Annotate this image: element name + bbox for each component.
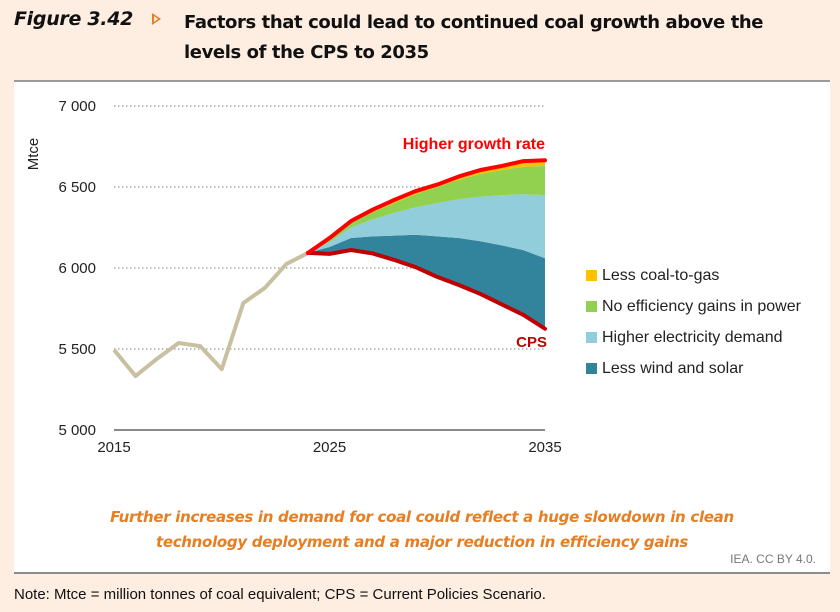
y-tick-label: 5 500 bbox=[58, 341, 96, 358]
cps-label: CPS bbox=[516, 334, 547, 351]
subtitle-line-2: technology deployment and a major reduct… bbox=[155, 533, 689, 551]
legend-label: Less wind and solar bbox=[602, 359, 744, 377]
legend-label: No efficiency gains in power bbox=[602, 297, 801, 315]
legend-item-higher-electricity-demand: Higher electricity demand bbox=[586, 322, 801, 353]
legend-item-no-efficiency-gains: No efficiency gains in power bbox=[586, 291, 801, 322]
legend-label: Less coal-to-gas bbox=[602, 266, 720, 284]
coal-growth-chart: 5 000 5 500 6 000 6 500 7 000 2015 2025 2035 M… bbox=[25, 98, 562, 456]
x-tick-label: 2015 bbox=[97, 439, 130, 456]
higher-growth-line bbox=[305, 158, 547, 255]
x-tick-label: 2035 bbox=[528, 439, 561, 456]
legend-swatch bbox=[586, 363, 597, 374]
legend-swatch bbox=[586, 332, 597, 343]
figure-note: Note: Mtce = million tonnes of coal equi… bbox=[14, 586, 546, 603]
legend-item-less-coal-to-gas: Less coal-to-gas bbox=[586, 260, 801, 291]
subtitle-line-1: Further increases in demand for coal cou… bbox=[110, 508, 734, 526]
legend-label: Higher electricity demand bbox=[602, 328, 783, 346]
legend: Less coal-to-gas No efficiency gains in … bbox=[586, 260, 801, 384]
area-no-efficiency-gains bbox=[307, 165, 545, 253]
stacked-areas bbox=[307, 160, 545, 329]
y-axis-label: Mtce bbox=[25, 138, 42, 171]
figure-header: Figure 3.42 Factors that could lead to c… bbox=[0, 0, 840, 80]
cps-line bbox=[305, 248, 547, 331]
x-axis-ticks: 2015 2025 2035 bbox=[97, 439, 561, 456]
y-axis-ticks: 5 000 5 500 6 000 6 500 7 000 bbox=[58, 98, 96, 439]
area-less-wind-and-solar bbox=[307, 234, 545, 329]
figure-number: Figure 3.42 bbox=[14, 8, 134, 30]
legend-swatch bbox=[586, 301, 597, 312]
legend-swatch bbox=[586, 270, 597, 281]
figure-panel: 5 000 5 500 6 000 6 500 7 000 2015 2025 2035 M… bbox=[14, 80, 830, 574]
x-tick-label: 2025 bbox=[313, 439, 346, 456]
y-tick-label: 6 000 bbox=[58, 260, 96, 277]
credit-text: IEA. CC BY 4.0. bbox=[730, 552, 816, 566]
figure-title-line-1: Factors that could lead to continued coa… bbox=[184, 12, 764, 33]
figure-title-line-2: levels of the CPS to 2035 bbox=[184, 42, 429, 63]
series-lines bbox=[112, 158, 547, 379]
area-higher-electricity-demand bbox=[307, 194, 545, 259]
historical-line bbox=[112, 251, 309, 379]
y-tick-label: 5 000 bbox=[58, 422, 96, 439]
y-tick-label: 7 000 bbox=[58, 98, 96, 115]
figure-title: Factors that could lead to continued coa… bbox=[184, 8, 824, 68]
legend-item-less-wind-and-solar: Less wind and solar bbox=[586, 353, 801, 384]
gridlines bbox=[114, 105, 545, 431]
higher-growth-label: Higher growth rate bbox=[403, 136, 545, 153]
triangle-arrow-icon bbox=[152, 13, 161, 25]
y-tick-label: 6 500 bbox=[58, 179, 96, 196]
figure-subtitle: Further increases in demand for coal cou… bbox=[14, 505, 830, 555]
